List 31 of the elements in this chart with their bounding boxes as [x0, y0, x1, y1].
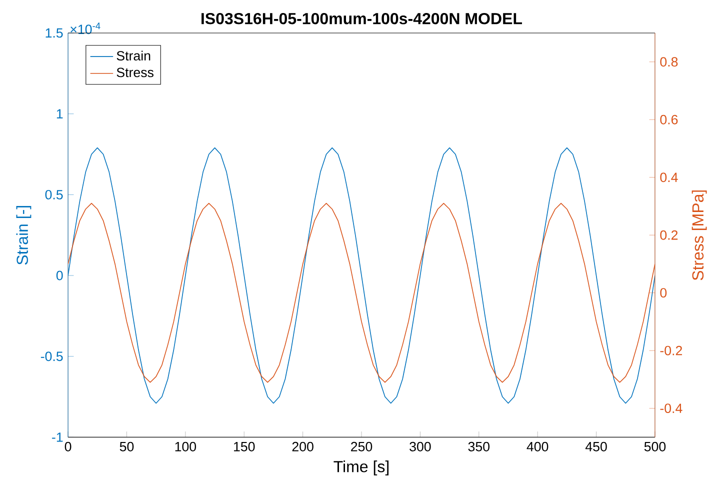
y2-axis-title: Stress [MPa]: [692, 190, 707, 280]
y-tick-label: 1.5: [46, 28, 63, 38]
y-tick-label: 0: [56, 270, 63, 280]
x-tick-label: 450: [585, 442, 607, 452]
x-tick-label: 150: [234, 442, 255, 452]
x-tick-label: 100: [175, 442, 196, 452]
y2-tick-label: 0: [660, 288, 667, 298]
y2-tick-label: -0.4: [660, 403, 682, 413]
x-tick-label: 250: [351, 442, 372, 452]
x-tick-label: 400: [526, 442, 548, 452]
annotation: ×10$^{-4}$: [70, 22, 100, 34]
x-tick-label: 500: [644, 442, 666, 452]
x-axis-title: Time [s]: [334, 460, 389, 476]
y-axis-title: Strain [-]: [16, 206, 32, 265]
x-tick-label: 300: [410, 442, 431, 452]
y2-tick-label: 0.2: [660, 230, 678, 240]
chart-title: IS03S16H-05-100mum-100s-4200N MODEL: [202, 12, 522, 24]
legend-label: Strain: [116, 50, 150, 60]
x-tick-label: 50: [120, 442, 134, 452]
y2-tick-label: 0.8: [660, 57, 678, 66]
y2-tick-label: -0.2: [660, 346, 682, 356]
x-tick-label: 350: [468, 442, 490, 452]
legend-label: Stress: [116, 68, 154, 78]
y2-tick-label: 0.4: [660, 172, 678, 182]
x-tick-label: 0: [64, 442, 72, 452]
y-tick-label: -0.5: [40, 352, 63, 361]
x-tick-label: 200: [292, 442, 314, 452]
y-tick-label: -1: [52, 432, 63, 442]
y-tick-label: 1: [56, 109, 63, 118]
y-tick-label: 0.5: [45, 190, 63, 200]
y2-tick-label: 0.6: [660, 114, 678, 124]
